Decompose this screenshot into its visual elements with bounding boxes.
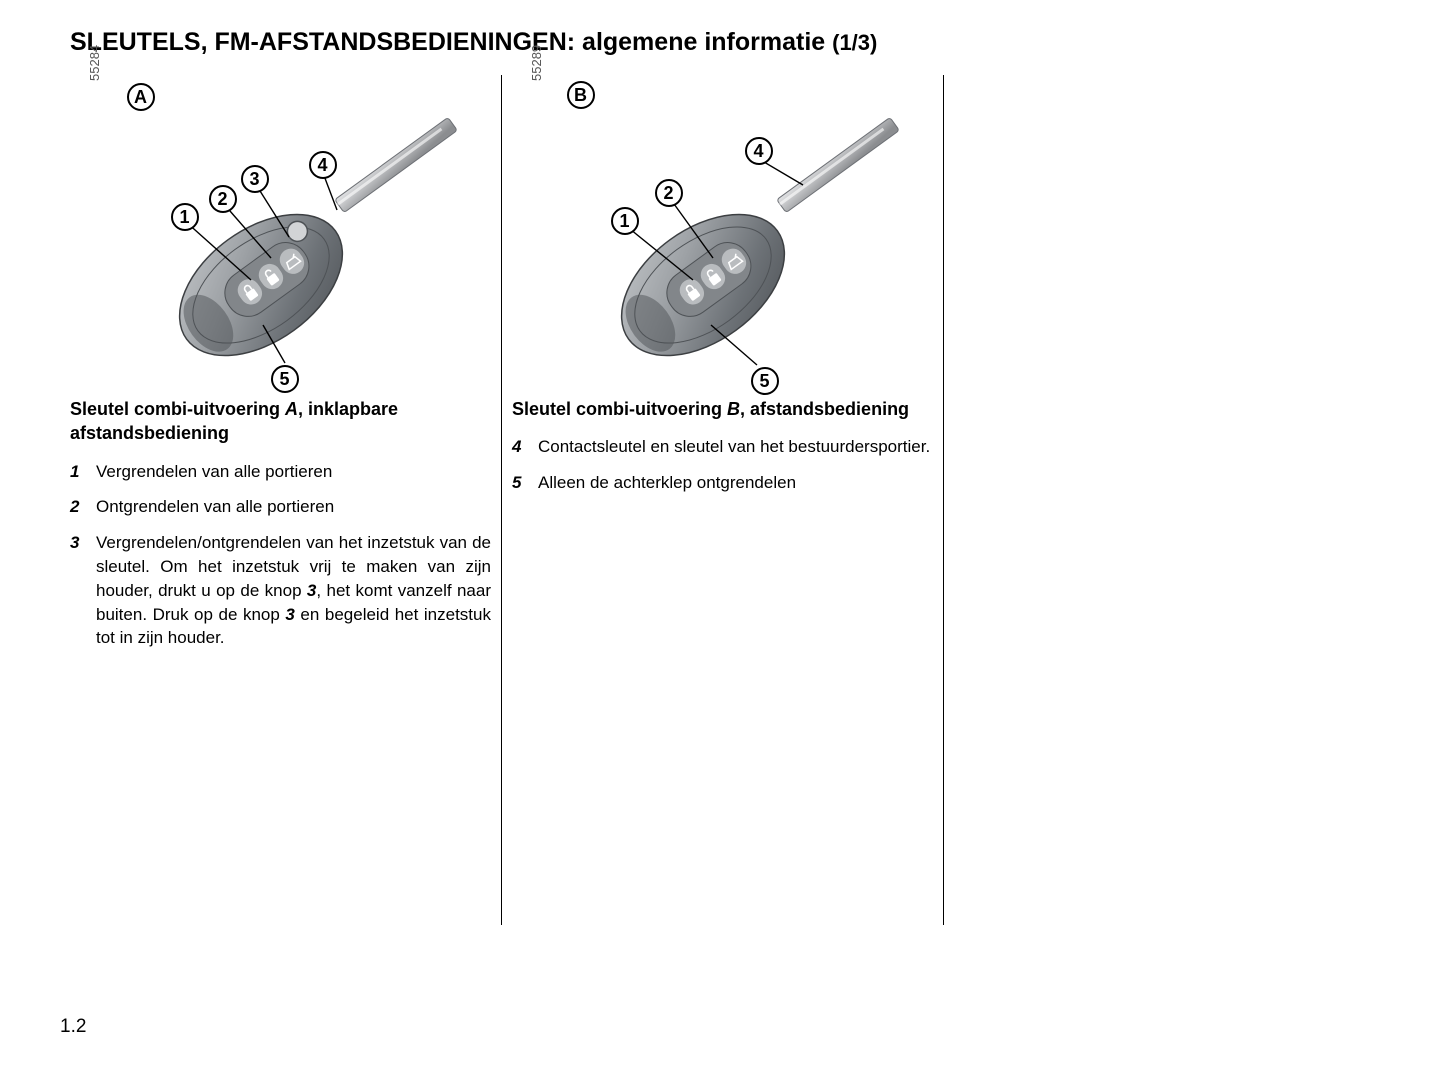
figure-a-label: A xyxy=(127,83,155,111)
callout-a-5: 5 xyxy=(271,365,299,393)
figure-b-lines xyxy=(533,75,913,385)
item-num: 4 xyxy=(512,435,538,459)
two-column-layout: 55284 xyxy=(60,75,1385,925)
subhead-b-after: , afstandsbediening xyxy=(740,399,909,419)
list-b: 4 Contactsleutel en sleutel van het best… xyxy=(512,435,933,495)
figure-b: 55289 xyxy=(533,75,913,385)
list-item: 4 Contactsleutel en sleutel van het best… xyxy=(512,435,933,459)
subhead-a: Sleutel combi-uitvoering A, inklapbare a… xyxy=(70,397,491,446)
callout-a-4: 4 xyxy=(309,151,337,179)
list-item: 2 Ontgrendelen van alle portieren xyxy=(70,495,491,519)
title-main: SLEUTELS, FM-AFSTANDSBEDIENINGEN: algeme… xyxy=(70,28,825,56)
callout-b-5: 5 xyxy=(751,367,779,395)
page-title: SLEUTELS, FM-AFSTANDSBEDIENINGEN: algeme… xyxy=(70,28,1385,57)
column-left: 55284 xyxy=(60,75,501,925)
item-num: 1 xyxy=(70,460,96,484)
callout-a-3: 3 xyxy=(241,165,269,193)
callout-b-2: 2 xyxy=(655,179,683,207)
item-num: 2 xyxy=(70,495,96,519)
item-num: 3 xyxy=(70,531,96,650)
title-suffix: (1/3) xyxy=(832,30,877,55)
manual-page: SLEUTELS, FM-AFSTANDSBEDIENINGEN: algeme… xyxy=(0,0,1445,1070)
list-item: 3 Vergrendelen/ontgrendelen van het inze… xyxy=(70,531,491,650)
callout-a-1: 1 xyxy=(171,203,199,231)
item-text: Vergrendelen van alle portieren xyxy=(96,460,491,484)
list-a: 1 Vergrendelen van alle portieren 2 Ontg… xyxy=(70,460,491,651)
callout-b-4: 4 xyxy=(745,137,773,165)
figure-b-label: B xyxy=(567,81,595,109)
callout-a-2: 2 xyxy=(209,185,237,213)
subhead-b: Sleutel combi-uitvoering B, afstandsbedi… xyxy=(512,397,933,421)
column-right xyxy=(943,75,1385,925)
item-text: Contactsleutel en sleutel van het bestuu… xyxy=(538,435,933,459)
page-number: 1.2 xyxy=(60,1016,86,1038)
subhead-b-before: Sleutel combi-uitvoering xyxy=(512,399,727,419)
figure-a: 55284 xyxy=(91,75,471,385)
subhead-a-italic: A xyxy=(285,399,298,419)
item-text: Vergrendelen/ontgrendelen van het inzets… xyxy=(96,531,491,650)
item-num: 5 xyxy=(512,471,538,495)
subhead-a-before: Sleutel combi-uitvoering xyxy=(70,399,285,419)
subhead-b-italic: B xyxy=(727,399,740,419)
list-item: 1 Vergrendelen van alle portieren xyxy=(70,460,491,484)
item-text: Alleen de achterklep ontgrendelen xyxy=(538,471,933,495)
left-margin-tab xyxy=(0,110,36,230)
figure-a-lines xyxy=(91,75,471,385)
item-text: Ontgrendelen van alle portieren xyxy=(96,495,491,519)
list-item: 5 Alleen de achterklep ontgrendelen xyxy=(512,471,933,495)
column-middle: 55289 xyxy=(501,75,943,925)
callout-b-1: 1 xyxy=(611,207,639,235)
